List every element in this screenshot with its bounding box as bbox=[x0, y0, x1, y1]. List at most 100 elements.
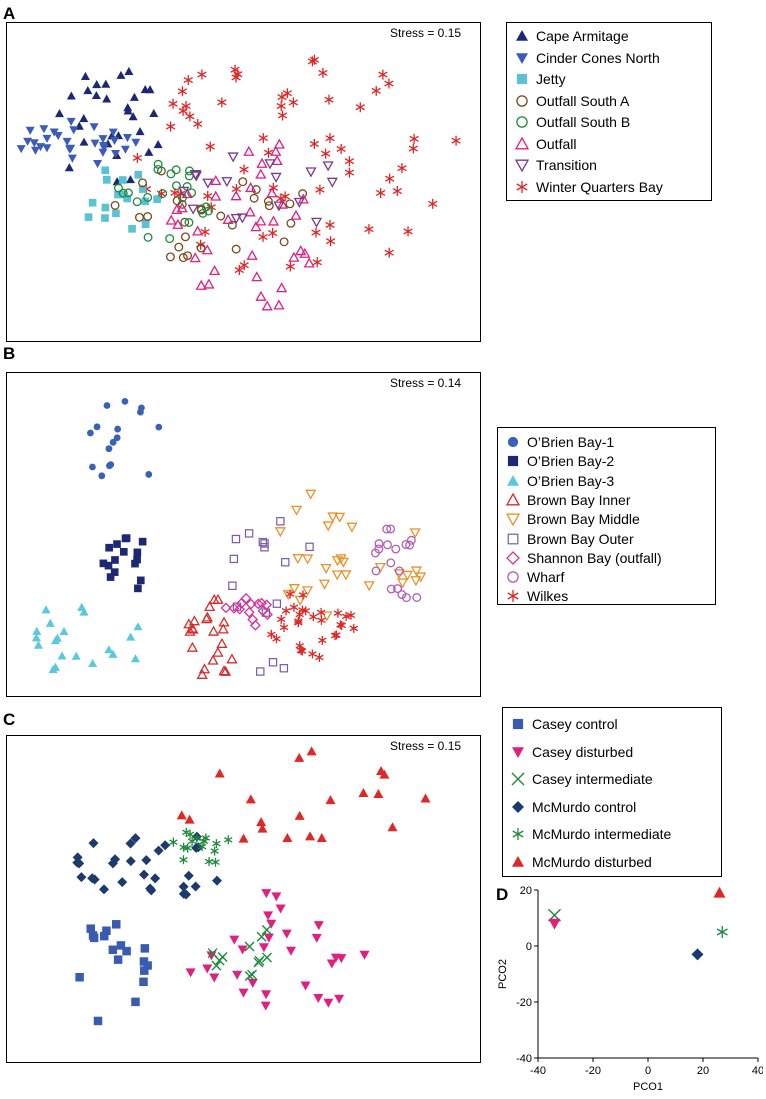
data-point bbox=[111, 556, 119, 564]
data-point bbox=[207, 948, 218, 959]
data-point bbox=[401, 540, 411, 549]
data-point bbox=[124, 66, 134, 75]
data-point bbox=[229, 935, 240, 945]
data-point bbox=[208, 264, 221, 276]
legend-marker bbox=[515, 159, 529, 172]
data-point bbox=[264, 159, 276, 170]
data-point bbox=[80, 71, 90, 80]
data-point bbox=[308, 649, 317, 659]
data-point bbox=[111, 149, 121, 159]
data-point bbox=[84, 213, 93, 221]
data-point bbox=[256, 931, 267, 942]
data-point bbox=[336, 620, 345, 630]
data-point bbox=[325, 219, 335, 230]
data-point bbox=[113, 540, 121, 548]
x-tick-label: -20 bbox=[585, 1065, 601, 1077]
data-point bbox=[332, 630, 341, 640]
data-point bbox=[77, 602, 87, 611]
data-point bbox=[143, 961, 152, 970]
data-point bbox=[54, 109, 64, 118]
data-point bbox=[286, 946, 297, 956]
data-point bbox=[224, 835, 233, 845]
data-point bbox=[268, 658, 278, 667]
data-point bbox=[333, 608, 343, 618]
data-point bbox=[255, 290, 267, 301]
data-point bbox=[331, 570, 343, 581]
data-point bbox=[125, 856, 136, 867]
legend-item: Casey control bbox=[511, 714, 618, 734]
data-point bbox=[276, 198, 289, 209]
data-point bbox=[309, 138, 320, 149]
data-point bbox=[93, 1016, 103, 1026]
legend-item: Outfall South A bbox=[515, 91, 629, 111]
legend-item: Winter Quarters Bay bbox=[515, 177, 663, 197]
data-point bbox=[86, 924, 96, 933]
data-point bbox=[275, 904, 286, 914]
data-point bbox=[177, 86, 188, 97]
data-point bbox=[153, 159, 163, 169]
data-point bbox=[298, 189, 308, 199]
data-point bbox=[386, 558, 396, 568]
data-point bbox=[33, 640, 43, 649]
data-point bbox=[285, 589, 295, 599]
data-point bbox=[139, 977, 148, 987]
data-point bbox=[238, 988, 249, 998]
data-point bbox=[451, 135, 461, 146]
data-point bbox=[252, 598, 264, 610]
series-o-brien-bay-2 bbox=[99, 534, 147, 593]
data-point bbox=[384, 78, 394, 89]
data-point bbox=[149, 108, 159, 117]
data-point bbox=[279, 664, 289, 673]
data-point bbox=[122, 134, 132, 143]
data-point bbox=[305, 167, 317, 178]
data-point bbox=[295, 245, 307, 256]
data-point bbox=[311, 933, 322, 943]
data-point bbox=[384, 173, 395, 184]
data-point bbox=[116, 70, 126, 79]
data-point bbox=[16, 145, 26, 154]
data-point bbox=[249, 193, 259, 203]
data-point bbox=[401, 593, 411, 603]
data-point-mcmurdo-disturbed bbox=[713, 886, 726, 898]
data-point bbox=[261, 599, 273, 611]
data-point bbox=[185, 968, 196, 978]
data-point bbox=[192, 833, 202, 843]
data-point bbox=[144, 147, 154, 156]
data-point bbox=[23, 137, 33, 146]
data-point bbox=[379, 769, 390, 779]
data-point bbox=[99, 931, 109, 941]
legend-label: Casey disturbed bbox=[532, 743, 634, 760]
data-point bbox=[59, 626, 69, 635]
data-point bbox=[254, 955, 265, 966]
data-point bbox=[409, 133, 419, 144]
data-point bbox=[281, 606, 291, 616]
data-point bbox=[243, 606, 255, 618]
data-point bbox=[207, 625, 220, 636]
data-point bbox=[276, 282, 288, 293]
data-point bbox=[276, 614, 286, 624]
legend-marker bbox=[512, 718, 524, 730]
data-point bbox=[183, 618, 195, 629]
data-point bbox=[256, 157, 268, 168]
nmds-plot-a bbox=[6, 22, 481, 342]
data-point bbox=[107, 858, 118, 869]
data-point bbox=[193, 842, 204, 853]
data-point bbox=[92, 79, 102, 89]
legend-marker bbox=[516, 180, 528, 193]
data-point bbox=[294, 616, 303, 626]
data-point bbox=[189, 252, 201, 263]
series-brown-bay-inner bbox=[183, 593, 238, 679]
legend-label: Winter Quarters Bay bbox=[536, 178, 663, 195]
data-point bbox=[186, 641, 199, 652]
data-point bbox=[212, 646, 224, 657]
data-point bbox=[132, 197, 142, 207]
data-point bbox=[272, 599, 282, 608]
data-point bbox=[406, 535, 416, 545]
data-point bbox=[83, 85, 93, 95]
data-point bbox=[101, 79, 111, 88]
data-point bbox=[112, 920, 121, 929]
data-point bbox=[71, 651, 81, 660]
data-point bbox=[247, 978, 258, 988]
data-point bbox=[315, 652, 324, 662]
data-point bbox=[116, 941, 126, 950]
